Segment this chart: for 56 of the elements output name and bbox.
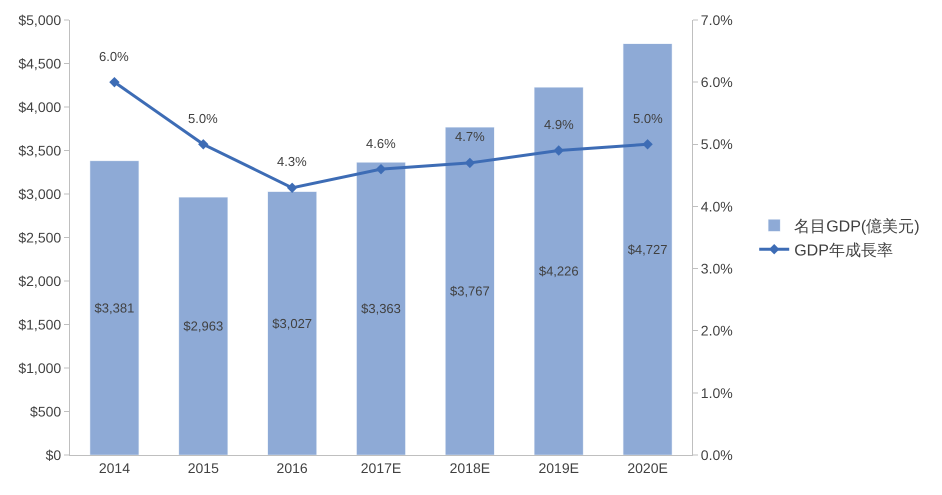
y-tick-label: $1,500 xyxy=(18,316,62,332)
y-tick-label: $1,000 xyxy=(18,360,62,376)
data-label: 4.6% xyxy=(366,136,396,151)
point xyxy=(642,139,653,150)
data-label: 6.0% xyxy=(99,49,130,64)
data-label: $3,363 xyxy=(361,301,401,316)
point xyxy=(286,182,298,193)
bar xyxy=(445,127,495,455)
y-tick-label: $2,500 xyxy=(18,229,62,246)
bar xyxy=(356,162,406,455)
legend-label: 名目GDP(億美元) xyxy=(794,218,920,236)
y2-tick-label: 6.0% xyxy=(700,74,733,90)
point xyxy=(554,145,564,156)
y-tick-label: $3,000 xyxy=(18,186,62,202)
y2-tick-label: 1.0% xyxy=(700,384,733,401)
data-label: 4.3% xyxy=(277,154,308,169)
x-tick-label: 2018E xyxy=(450,460,490,476)
y2-tick-label: 2.0% xyxy=(700,322,733,339)
legend-label: GDP年成長率 xyxy=(794,241,893,260)
y2-tick-label: 4.0% xyxy=(700,198,733,214)
data-label: 4.7% xyxy=(455,129,486,144)
data-label: 5.0% xyxy=(188,111,218,126)
data-label: $4,226 xyxy=(538,264,579,279)
y-tick-label: $2,000 xyxy=(18,272,62,289)
bar xyxy=(90,160,140,455)
y-tick-label: $3,500 xyxy=(18,142,62,158)
x-tick-label: 2014 xyxy=(98,460,130,476)
x-tick-label: 2015 xyxy=(188,460,220,476)
point xyxy=(376,164,386,174)
bar xyxy=(178,196,228,455)
y2-tick-label: 0.0% xyxy=(700,446,733,463)
x-tick-label: 2019E xyxy=(538,460,579,476)
x-tick-label: 2017E xyxy=(360,460,402,476)
y-tick-label: $500 xyxy=(30,403,62,420)
bar xyxy=(267,191,317,455)
data-label: $3,381 xyxy=(94,300,134,316)
point xyxy=(464,158,476,168)
bar xyxy=(622,44,672,455)
y-tick-label: $4,500 xyxy=(18,55,62,72)
y2-tick-label: 3.0% xyxy=(700,260,733,276)
x-tick-label: 2020E xyxy=(627,460,668,476)
y-tick-label: $5,000 xyxy=(18,12,62,28)
y-tick-label: $4,000 xyxy=(18,98,62,115)
data-label: $3,767 xyxy=(450,284,490,299)
data-label: 5.0% xyxy=(633,111,664,126)
data-label: 4.9% xyxy=(544,117,574,132)
y2-tick-label: 5.0% xyxy=(700,136,733,152)
bar xyxy=(534,87,584,455)
data-label: $2,963 xyxy=(183,318,224,334)
y-tick-label: $0 xyxy=(46,446,62,463)
x-tick-label: 2016 xyxy=(276,460,308,476)
data-label: $3,027 xyxy=(272,316,312,331)
point xyxy=(109,76,120,88)
y2-tick-label: 7.0% xyxy=(700,12,733,28)
point xyxy=(198,139,208,150)
data-label: $4,727 xyxy=(628,242,668,257)
